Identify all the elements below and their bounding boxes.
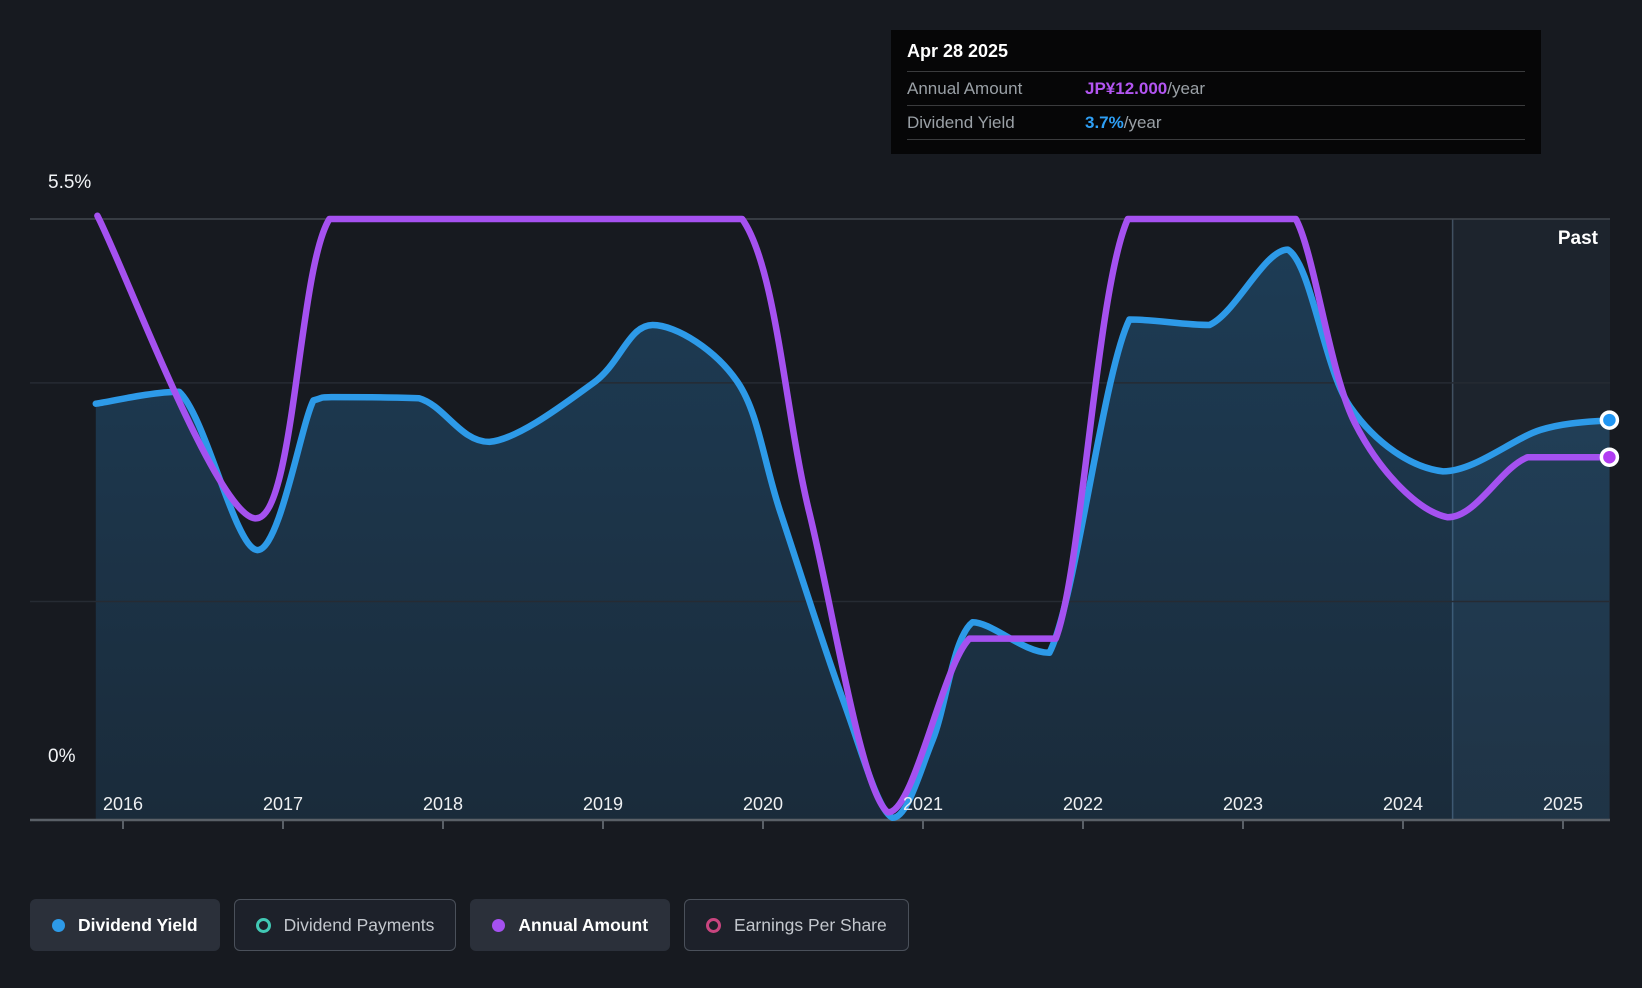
x-axis-label-2021: 2021: [902, 794, 944, 814]
legend-button-dividend-payments[interactable]: Dividend Payments: [233, 899, 457, 951]
endpoint-markers: [1599, 410, 1620, 467]
tooltip-label: Dividend Yield: [907, 112, 1015, 132]
series-lines: [92, 212, 1613, 822]
x-axis-label-2017: 2017: [262, 794, 304, 814]
legend-button-earnings-per-share[interactable]: Earnings Per Share: [684, 899, 909, 951]
y-axis-label-zero: 0%: [48, 746, 76, 767]
legend-filled-dot-icon: [492, 918, 506, 932]
x-axis-label-2016: 2016: [102, 794, 144, 814]
tooltip-value: 3.7%: [1085, 112, 1124, 132]
x-axis-label-2023: 2023: [1222, 794, 1264, 814]
legend-label: Dividend Payments: [283, 914, 435, 935]
annual-amount-endpoint-marker: [1599, 447, 1620, 467]
legend-label: Earnings Per Share: [734, 914, 887, 935]
tooltip-date: Apr 28 2025: [907, 41, 1009, 61]
x-axis-label-2020: 2020: [742, 794, 784, 814]
legend-filled-dot-icon: [52, 918, 65, 932]
legend-button-annual-amount[interactable]: Annual Amount: [470, 899, 671, 951]
chart-tooltip: Apr 28 2025 Annual Amount JP¥12.000 /yea…: [891, 30, 1541, 154]
tooltip-value: JP¥12.000: [1085, 78, 1168, 98]
legend-open-circle-icon: [706, 917, 722, 933]
legend-label: Annual Amount: [518, 914, 649, 935]
tooltip-row-dividend-yield: Dividend Yield 3.7% /year: [907, 105, 1525, 140]
x-axis-label-2025: 2025: [1542, 794, 1584, 814]
legend-button-dividend-yield[interactable]: Dividend Yield: [30, 899, 220, 951]
dividend-yield-area: [95, 249, 1610, 821]
chart-legend: Dividend Yield Dividend Payments Annual Am…: [30, 899, 909, 951]
tooltip-value-suffix: /year: [1167, 78, 1206, 98]
x-axis: [30, 818, 1610, 829]
y-axis-label-max: 5.5%: [48, 172, 92, 193]
x-axis-label-2024: 2024: [1382, 794, 1424, 814]
legend-open-circle-icon: [255, 917, 271, 933]
dividend-yield-line: [92, 246, 1613, 822]
annual-amount-line: [94, 212, 1613, 816]
tooltip-label: Annual Amount: [907, 78, 1023, 98]
dividend-yield-area-fill: [95, 249, 1610, 821]
x-axis-label-2019: 2019: [582, 794, 624, 814]
tooltip-row-annual-amount: Annual Amount JP¥12.000 /year: [907, 71, 1525, 105]
past-region-label: Past: [1557, 228, 1598, 249]
x-axis-label-2022: 2022: [1062, 794, 1104, 814]
tooltip-value-suffix: /year: [1123, 112, 1162, 132]
legend-label: Dividend Yield: [78, 914, 198, 935]
dividend-yield-endpoint-marker: [1599, 410, 1620, 430]
x-axis-label-2018: 2018: [422, 794, 464, 814]
